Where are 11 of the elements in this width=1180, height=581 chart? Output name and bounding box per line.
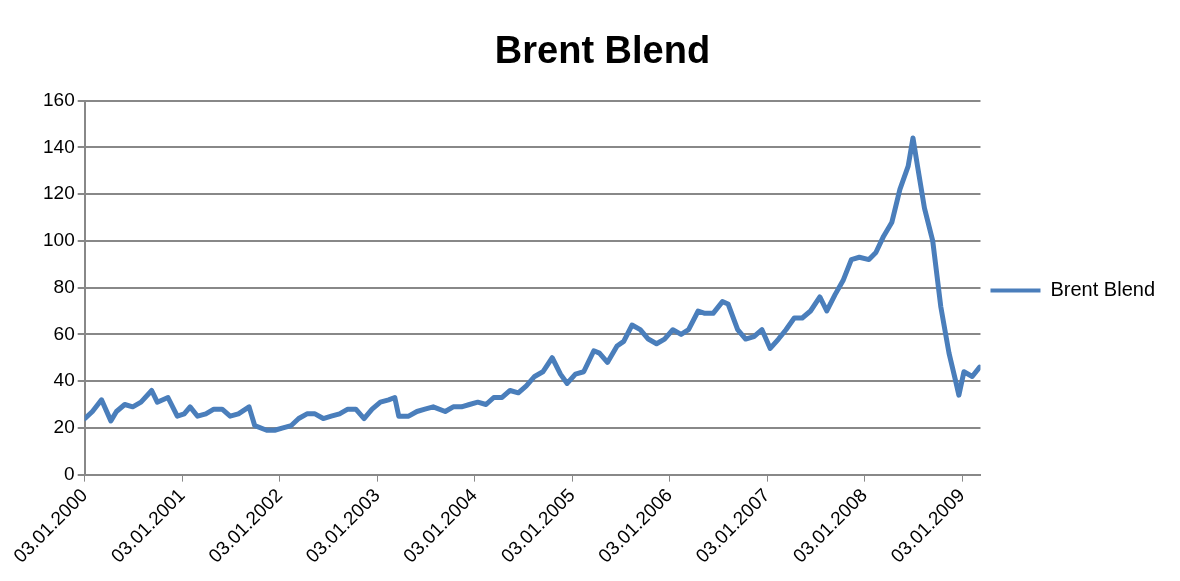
y-tick-label: 60 bbox=[53, 322, 75, 344]
y-tick-label: 120 bbox=[43, 182, 75, 204]
y-tick-label: 160 bbox=[43, 88, 75, 110]
y-tick-label: 140 bbox=[43, 135, 75, 157]
y-tick-label: 100 bbox=[43, 229, 75, 251]
y-tick-label: 40 bbox=[53, 369, 75, 391]
y-tick-label: 0 bbox=[64, 462, 75, 484]
chart-title: Brent Blend bbox=[494, 29, 711, 72]
y-tick-label: 80 bbox=[53, 275, 75, 297]
legend-label: Brent Blend bbox=[1050, 278, 1155, 301]
y-tick-label: 20 bbox=[53, 416, 75, 438]
